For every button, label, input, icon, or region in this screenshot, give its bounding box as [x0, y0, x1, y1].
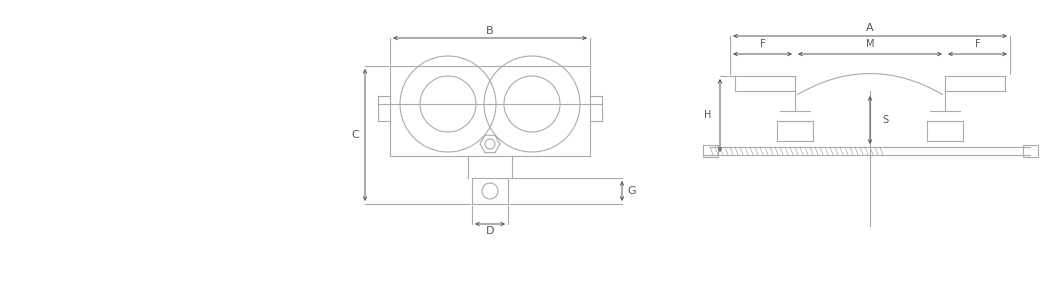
Text: F: F	[759, 39, 766, 49]
Bar	[1023, 145, 1037, 157]
Text: M: M	[865, 39, 874, 49]
Text: G: G	[627, 186, 637, 196]
Text: H: H	[704, 110, 711, 120]
Text: S: S	[882, 115, 889, 125]
Text: B: B	[486, 26, 494, 36]
Text: C: C	[351, 130, 359, 140]
Bar	[703, 145, 718, 157]
Text: A: A	[866, 23, 874, 33]
Text: D: D	[486, 226, 494, 236]
Text: F: F	[975, 39, 981, 49]
